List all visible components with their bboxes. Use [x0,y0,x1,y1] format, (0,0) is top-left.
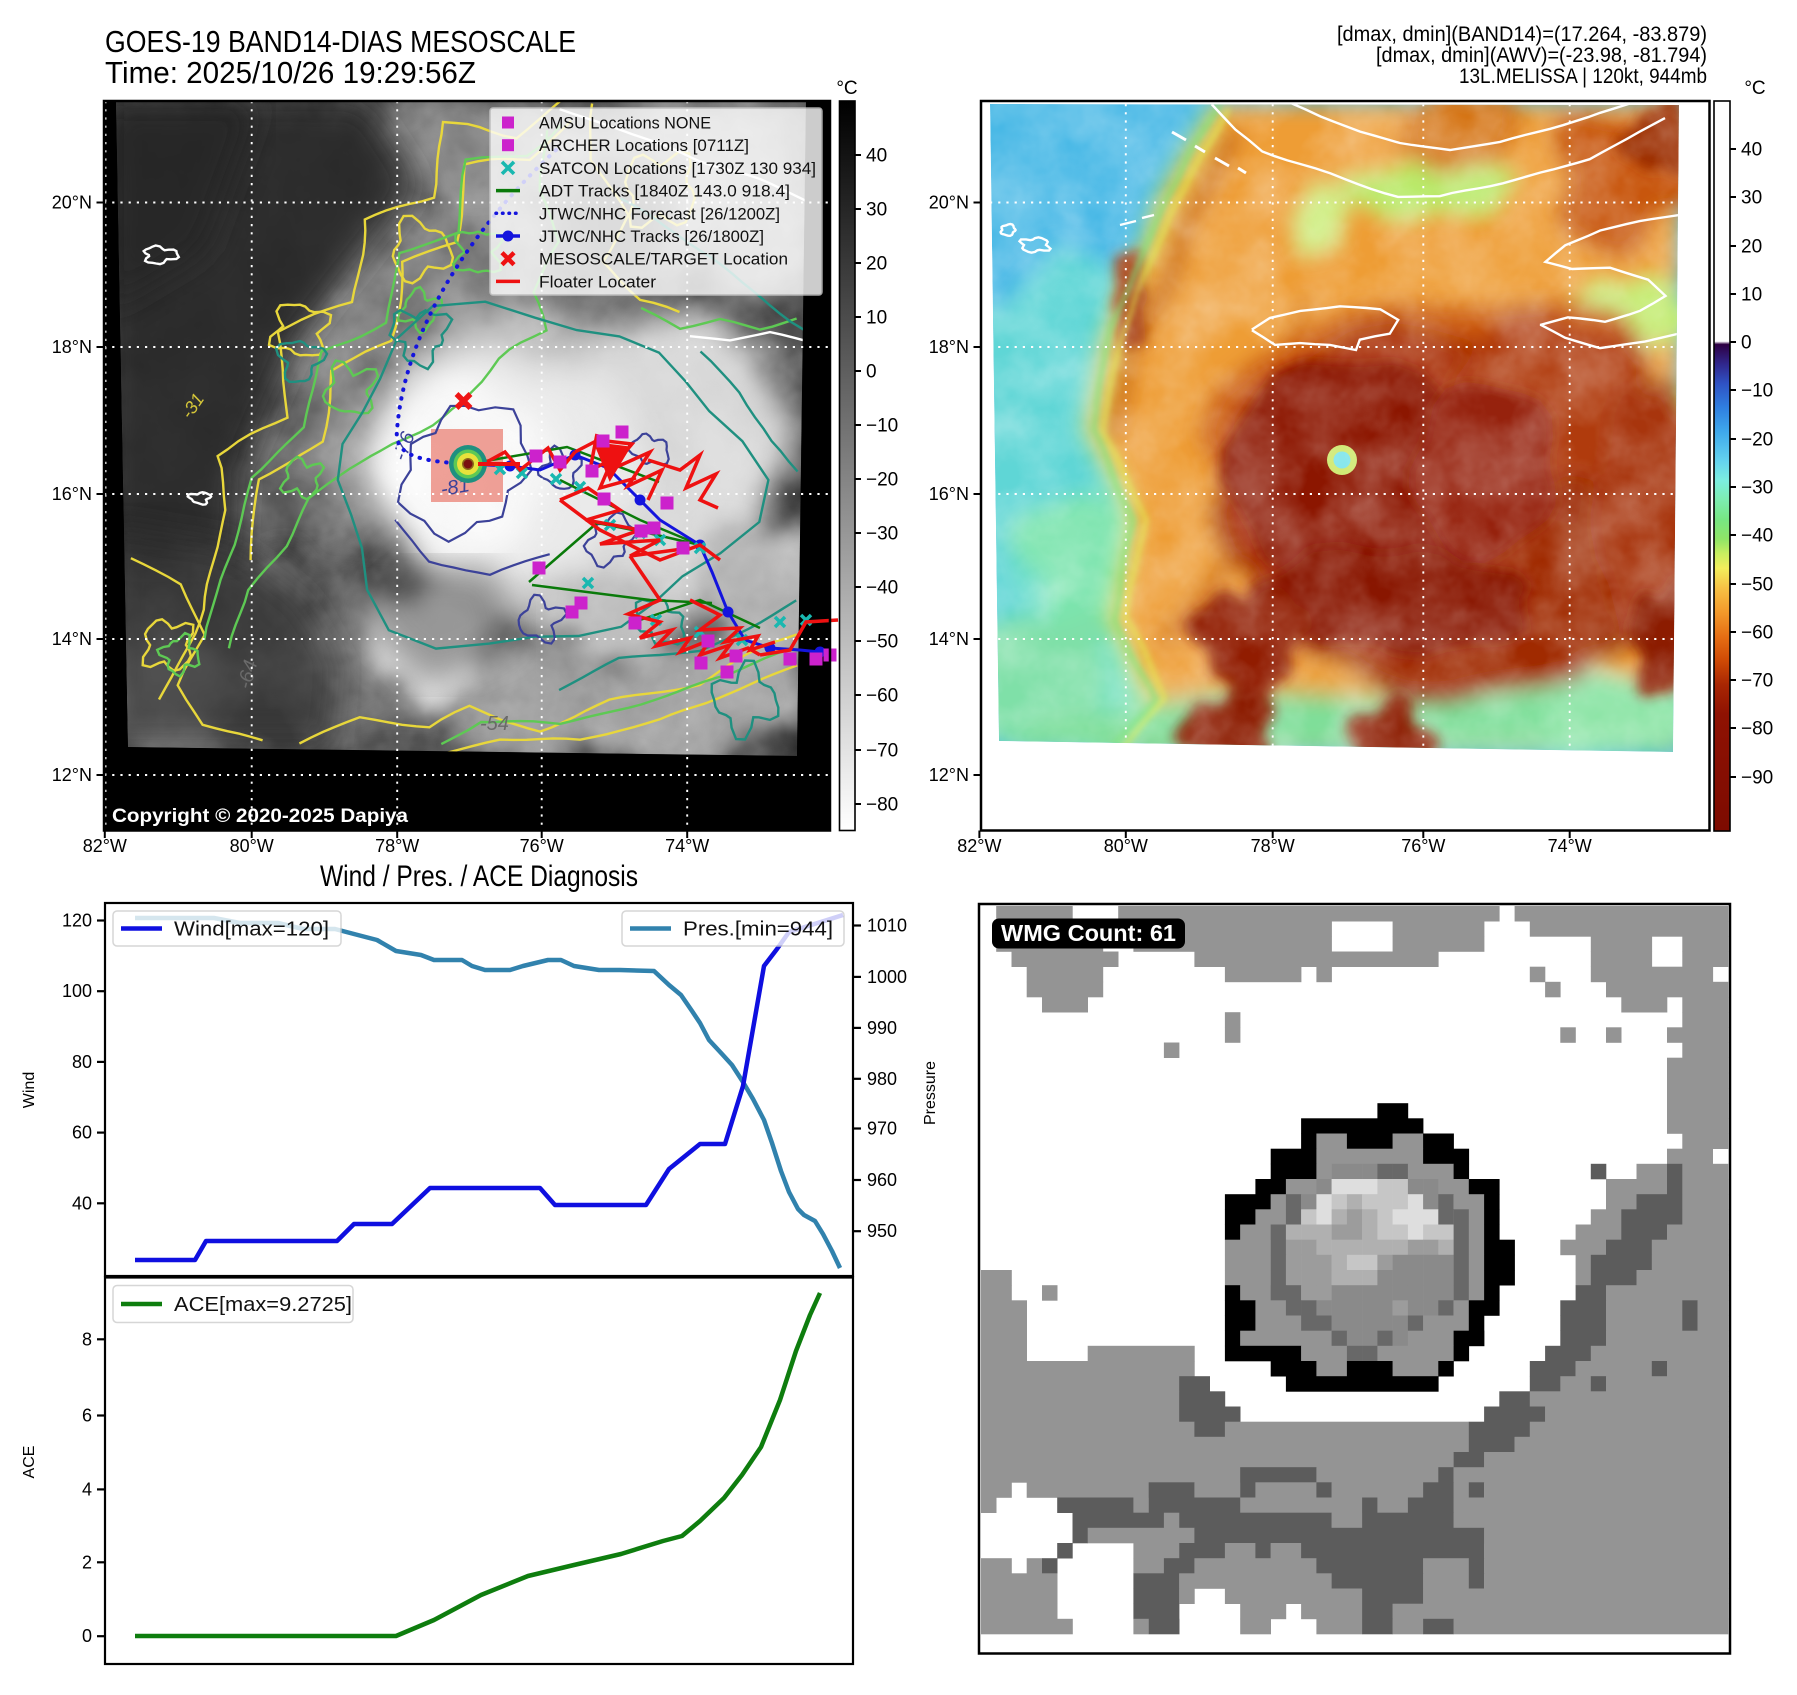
svg-text:18°N: 18°N [929,337,969,357]
svg-text:ACE: ACE [21,1446,38,1479]
svg-text:950: 950 [867,1221,897,1241]
svg-text:−30: −30 [866,524,898,545]
svg-text:−50: −50 [1741,575,1773,596]
svg-text:GOES-19 BAND14-DIAS MESOSCALE: GOES-19 BAND14-DIAS MESOSCALE [105,24,576,59]
svg-text:990: 990 [867,1018,897,1038]
svg-text:Pressure: Pressure [922,1061,939,1125]
svg-text:12°N: 12°N [929,765,969,785]
svg-text:10: 10 [866,308,887,329]
svg-text:−40: −40 [866,578,898,599]
svg-text:14°N: 14°N [929,629,969,649]
svg-text:MESOSCALE/TARGET Location: MESOSCALE/TARGET Location [539,250,788,269]
svg-text:Pres.[min=944]: Pres.[min=944] [683,919,833,941]
svg-text:40: 40 [866,146,887,167]
svg-text:−90: −90 [1741,768,1773,789]
svg-text:8: 8 [82,1329,92,1349]
svg-text:−80: −80 [1741,719,1773,740]
svg-text:ARCHER Locations [0711Z]: ARCHER Locations [0711Z] [539,136,749,155]
svg-text:−20: −20 [866,470,898,491]
svg-text:Floater Locater: Floater Locater [539,272,656,291]
svg-text:[dmax, dmin](BAND14)=(17.264,: [dmax, dmin](BAND14)=(17.264, -83.879) [1337,23,1707,46]
svg-text:16°N: 16°N [929,484,969,504]
svg-text:980: 980 [867,1069,897,1089]
svg-text:82°W: 82°W [957,836,1001,856]
svg-text:Wind[max=120]: Wind[max=120] [174,919,329,941]
svg-text:AMSU Locations NONE: AMSU Locations NONE [539,114,711,133]
svg-text:6: 6 [82,1406,92,1426]
svg-text:16°N: 16°N [52,484,92,504]
svg-text:−70: −70 [1741,671,1773,692]
svg-text:40: 40 [72,1193,92,1213]
svg-text:0: 0 [82,1626,92,1646]
svg-text:960: 960 [867,1170,897,1190]
svg-text:12°N: 12°N [52,765,92,785]
svg-text:−30: −30 [1741,478,1773,499]
svg-text:76°W: 76°W [520,836,564,856]
svg-text:ADT Tracks [1840Z 143.0 918.4]: ADT Tracks [1840Z 143.0 918.4] [539,182,790,201]
svg-text:°C: °C [1744,78,1765,99]
svg-text:JTWC/NHC Forecast [26/1200Z]: JTWC/NHC Forecast [26/1200Z] [539,204,780,223]
svg-text:120: 120 [62,911,92,931]
svg-text:78°W: 78°W [1251,836,1295,856]
svg-text:WMG Count: 61: WMG Count: 61 [1001,920,1176,946]
svg-text:1010: 1010 [867,916,907,936]
svg-text:−10: −10 [866,416,898,437]
svg-text:−80: −80 [866,795,898,816]
svg-text:−60: −60 [866,686,898,707]
svg-text:ACE[max=9.2725]: ACE[max=9.2725] [174,1294,352,1316]
svg-text:JTWC/NHC Tracks [26/1800Z]: JTWC/NHC Tracks [26/1800Z] [539,227,764,246]
svg-text:−40: −40 [1741,526,1773,547]
svg-text:30: 30 [866,200,887,221]
svg-text:−60: −60 [1741,623,1773,644]
svg-text:°C: °C [836,78,857,99]
svg-text:80: 80 [72,1052,92,1072]
svg-text:10: 10 [1741,285,1762,306]
svg-text:13L.MELISSA | 120kt, 944mb: 13L.MELISSA | 120kt, 944mb [1459,65,1707,88]
svg-text:20: 20 [1741,237,1762,258]
svg-text:1000: 1000 [867,967,907,987]
svg-text:0: 0 [1741,333,1752,354]
svg-text:−50: −50 [866,632,898,653]
svg-text:100: 100 [62,981,92,1001]
svg-text:−70: −70 [866,741,898,762]
svg-text:76°W: 76°W [1401,836,1445,856]
svg-text:[dmax, dmin](AWV)=(-23.98, -81: [dmax, dmin](AWV)=(-23.98, -81.794) [1376,44,1707,67]
svg-text:60: 60 [72,1123,92,1143]
svg-text:74°W: 74°W [1548,836,1592,856]
svg-text:Time: 2025/10/26 19:29:56Z: Time: 2025/10/26 19:29:56Z [105,55,476,90]
svg-text:Wind: Wind [21,1072,38,1108]
svg-text:78°W: 78°W [375,836,419,856]
svg-text:−20: −20 [1741,430,1773,451]
svg-text:20: 20 [866,254,887,275]
svg-text:80°W: 80°W [230,836,274,856]
svg-text:20°N: 20°N [929,193,969,213]
svg-text:30: 30 [1741,188,1762,209]
svg-text:82°W: 82°W [83,836,127,856]
svg-text:18°N: 18°N [52,337,92,357]
svg-text:Copyright © 2020-2025 Dapiya: Copyright © 2020-2025 Dapiya [112,806,408,827]
svg-text:0: 0 [866,362,877,383]
svg-text:40: 40 [1741,140,1762,161]
svg-text:20°N: 20°N [52,193,92,213]
svg-text:970: 970 [867,1119,897,1139]
svg-text:4: 4 [82,1479,92,1499]
svg-text:−10: −10 [1741,381,1773,402]
svg-text:14°N: 14°N [52,629,92,649]
svg-text:80°W: 80°W [1104,836,1148,856]
svg-text:-54: -54 [480,713,509,735]
svg-text:SATCON Locations [1730Z 130 93: SATCON Locations [1730Z 130 934] [539,159,816,178]
svg-text:Wind / Pres. / ACE Diagnosis: Wind / Pres. / ACE Diagnosis [320,860,638,893]
svg-text:2: 2 [82,1552,92,1572]
svg-text:74°W: 74°W [665,836,709,856]
